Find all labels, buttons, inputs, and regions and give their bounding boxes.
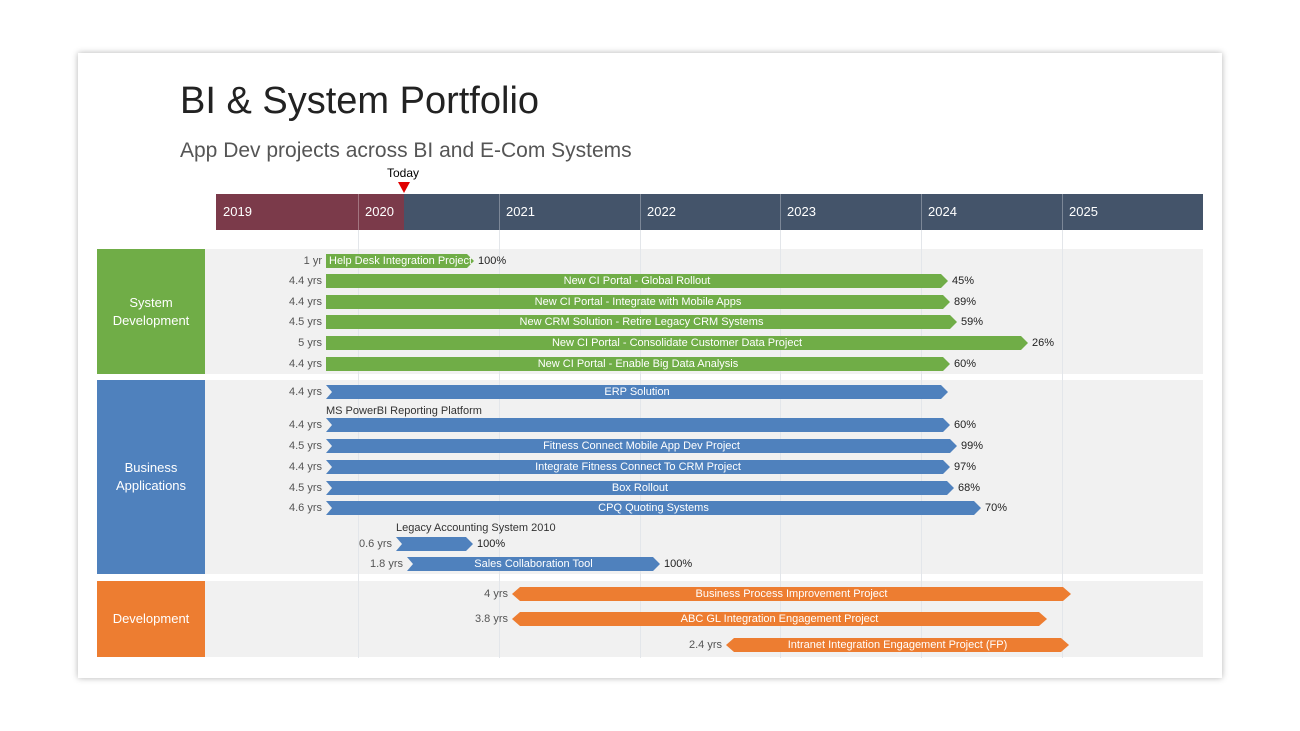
task-bar: ABC GL Integration Engagement Project (512, 612, 1047, 626)
task-progress: 97% (954, 461, 977, 473)
year-tick-label: 2019 (223, 204, 252, 219)
task-duration: 4.4 yrs (288, 358, 322, 370)
task-bar: Fitness Connect Mobile App Dev Project (326, 439, 957, 453)
task-bar: New CI Portal - Integrate with Mobile Ap… (326, 295, 950, 309)
task-duration: 4.4 yrs (288, 275, 322, 287)
gridline (1062, 230, 1063, 658)
task-bar: New CI Portal - Consolidate Customer Dat… (326, 336, 1028, 350)
today-label: Today (387, 166, 420, 180)
task-bar: New CI Portal - Global Rollout (326, 274, 948, 288)
year-tick-label: 2023 (780, 194, 921, 230)
task-duration: 4 yrs (484, 588, 508, 600)
task-progress: 100% (664, 558, 693, 570)
task-bar: Help Desk Integration Project (326, 254, 474, 268)
task-bar: ERP Solution (326, 385, 948, 399)
timeline-future (404, 194, 1203, 230)
task-bar: New CI Portal - Enable Big Data Analysis (326, 357, 950, 371)
task-duration: 1.8 yrs (369, 558, 403, 570)
task-progress: 26% (1032, 337, 1055, 349)
year-tick-label: 2025 (1062, 194, 1203, 230)
task-progress: 99% (961, 440, 984, 452)
task-bar: CPQ Quoting Systems (326, 501, 981, 515)
page-subtitle: App Dev projects across BI and E-Com Sys… (180, 139, 632, 162)
task-duration: 0.6 yrs (358, 538, 392, 550)
task-progress: 100% (477, 538, 506, 550)
year-tick-label: 2022 (640, 194, 781, 230)
task-duration: 4.6 yrs (288, 502, 322, 514)
task-duration: 5 yrs (298, 337, 322, 349)
task-duration: 3.8 yrs (474, 613, 508, 625)
task-duration: 4.5 yrs (288, 482, 322, 494)
task-progress: 59% (961, 316, 984, 328)
task-duration: 4.4 yrs (288, 419, 322, 431)
task-progress: 60% (954, 419, 977, 431)
group-label: Development (97, 581, 205, 657)
group-label: Business Applications (97, 380, 205, 574)
task-progress: 45% (952, 275, 975, 287)
page-title: BI & System Portfolio (180, 80, 540, 122)
group-label: System Development (97, 249, 205, 374)
today-marker-icon (398, 182, 410, 193)
task-bar: Intranet Integration Engagement Project … (726, 638, 1069, 652)
task-progress: 89% (954, 296, 977, 308)
task-progress: 100% (478, 255, 507, 267)
task-duration: 4.5 yrs (288, 440, 322, 452)
timeline-past (216, 194, 404, 230)
task-name-label: MS PowerBI Reporting Platform (326, 405, 482, 417)
task-duration: 4.4 yrs (288, 386, 322, 398)
task-progress: 68% (958, 482, 981, 494)
task-bar (396, 537, 473, 551)
task-progress: 60% (954, 358, 977, 370)
task-bar: New CRM Solution - Retire Legacy CRM Sys… (326, 315, 957, 329)
task-duration: 2.4 yrs (688, 639, 722, 651)
task-bar: Box Rollout (326, 481, 954, 495)
task-duration: 4.4 yrs (288, 296, 322, 308)
year-tick-label: 2021 (499, 194, 640, 230)
task-duration: 4.4 yrs (288, 461, 322, 473)
group-band (205, 249, 1203, 374)
task-name-label: Legacy Accounting System 2010 (396, 522, 556, 534)
task-bar: Integrate Fitness Connect To CRM Project (326, 460, 950, 474)
task-duration: 4.5 yrs (288, 316, 322, 328)
year-tick-label: 2024 (921, 194, 1062, 230)
year-tick-label: 2020 (358, 194, 499, 230)
task-bar: Sales Collaboration Tool (407, 557, 660, 571)
task-bar (326, 418, 950, 432)
group-band (205, 380, 1203, 574)
task-bar: Business Process Improvement Project (512, 587, 1071, 601)
task-progress: 70% (985, 502, 1008, 514)
task-duration: 1 yr (303, 255, 322, 267)
